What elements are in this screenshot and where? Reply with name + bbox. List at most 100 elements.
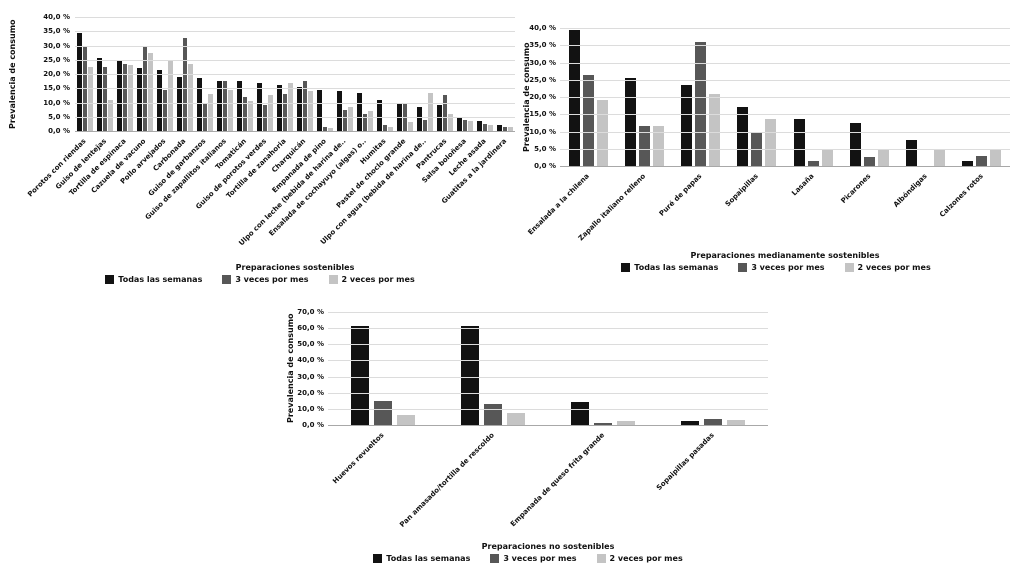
bar-series-2 [182, 38, 188, 131]
gridline [75, 74, 515, 75]
y-tick-label: 20,0 % [297, 388, 324, 397]
gridline [328, 344, 768, 346]
bar-series-3 [408, 122, 413, 131]
y-tick-label: 20,0 % [43, 70, 70, 78]
gridline [560, 131, 1010, 133]
y-tick-label: 35,0 % [43, 27, 70, 36]
bar-group [785, 28, 841, 166]
bar-series-2 [362, 113, 368, 131]
bar-series-3 [168, 59, 173, 131]
bar-series-2 [262, 105, 268, 131]
bar-group [616, 28, 672, 166]
bar-group [475, 17, 495, 131]
y-tick-label: 25,0 % [529, 75, 556, 84]
legend: Todas las semanas 3 veces por mes 2 veces … [0, 275, 520, 284]
legend-swatch [222, 275, 232, 284]
plot-area [328, 312, 768, 426]
x-tick-label-text: Picarones [839, 172, 873, 206]
bar-series-2 [282, 93, 288, 131]
bar-series-1 [177, 76, 182, 131]
gridline [75, 45, 515, 47]
x-tick-label-text: Puré de papas [657, 172, 704, 218]
bar-group [295, 17, 315, 131]
legend-item: 2 veces por mes [328, 275, 415, 284]
bar-series-1 [77, 32, 82, 131]
gridline [328, 328, 768, 330]
bar-group [215, 17, 235, 131]
y-axis-ticks: 70,0 % 60,0 % 50,0 % 40,0 % 30,0 % 20,0 % 10,0… [297, 308, 324, 429]
bar-series-1 [97, 58, 102, 131]
gridline [328, 392, 768, 394]
legend-swatch [328, 275, 338, 284]
bar-series-3 [388, 126, 393, 131]
gridline [328, 408, 768, 410]
gridline [328, 312, 768, 313]
bar-series-3 [934, 148, 946, 166]
y-tick-label: 40,0 % [297, 356, 324, 365]
bar-group [375, 17, 395, 131]
chart-title: Preparaciones sostenibles [235, 263, 355, 272]
bar-series-2 [302, 81, 308, 131]
y-tick-label: 40,0 % [43, 13, 70, 21]
bar-group [898, 28, 954, 166]
bar-series-3 [368, 111, 373, 131]
legend-swatch [373, 554, 383, 563]
bar-series-3 [468, 121, 473, 131]
bar-series-1 [849, 122, 861, 166]
bar-series-1 [417, 106, 422, 131]
bar-series-2 [162, 89, 168, 131]
legend-item: 3 veces por mes [490, 554, 577, 563]
legend-label: Todas las semanas [634, 263, 719, 272]
bar-series-2 [442, 95, 448, 131]
bar-series-1 [351, 325, 369, 425]
gridline [560, 148, 1010, 150]
x-tick-label-text: Huevos revueltos [331, 431, 386, 486]
y-tick-label: 40,0 % [529, 24, 556, 32]
bar-series-3 [507, 412, 525, 425]
bar-series-3 [397, 414, 415, 425]
bar-series-1 [137, 68, 142, 131]
bar-series-1 [437, 105, 442, 131]
bar-series-2 [222, 81, 228, 131]
bar-group [455, 17, 475, 131]
legend-item: 2 veces por mes [596, 554, 683, 563]
bar-series-3 [208, 93, 213, 131]
bar-series-1 [681, 84, 693, 166]
legend-item: Todas las semanas [621, 263, 718, 272]
bar-group [235, 17, 255, 131]
gridline [75, 102, 515, 104]
bars-layer [75, 17, 515, 131]
chart-preparaciones-no-sostenibles: Prevalencia de consumo 70,0 % 60,0 % 50,0 … [260, 295, 780, 569]
y-tick-label: 0,0 % [534, 162, 556, 170]
legend-label: 3 veces por mes [751, 263, 825, 272]
bar-series-3 [148, 52, 153, 131]
bar-series-3 [765, 119, 777, 166]
bar-series-2 [704, 419, 722, 425]
bar-series-2 [976, 155, 988, 166]
x-axis-line [328, 425, 768, 426]
bar-series-3 [652, 126, 664, 166]
gridline [560, 97, 1010, 98]
legend-label: 2 veces por mes [857, 263, 931, 272]
chart-preparaciones-sostenibles: Prevalencia de consumo 40,0 % 35,0 % 30,0 … [0, 0, 520, 292]
x-axis-labels: Ensalada a la chilena Zapallo italiano re… [527, 168, 1010, 248]
x-tick-label-text: Sopaipillas pasadas [654, 431, 716, 493]
bar-series-1 [337, 91, 342, 131]
bar-series-1 [624, 78, 636, 166]
bar-group [95, 17, 115, 131]
legend-label: Todas las semanas [118, 275, 203, 284]
bar-series-1 [317, 89, 322, 131]
bar-series-1 [237, 81, 242, 131]
y-tick-label: 5,0 % [534, 144, 556, 153]
y-axis-ticks: 40,0 % 35,0 % 30,0 % 25,0 % 20,0 % 15,0 % 10,0… [524, 24, 556, 170]
bar-group [495, 17, 515, 131]
bar-series-1 [461, 325, 479, 425]
bar-series-2 [482, 123, 488, 131]
y-tick-label: 30,0 % [297, 372, 324, 381]
bar-series-3 [508, 126, 513, 131]
x-tick-label-text: Sopaipillas [723, 172, 760, 209]
legend-item: Todas las semanas [373, 554, 470, 563]
bar-series-2 [322, 126, 328, 131]
x-tick-label-text: Albóndigas [891, 172, 929, 209]
bar-group [673, 28, 729, 166]
